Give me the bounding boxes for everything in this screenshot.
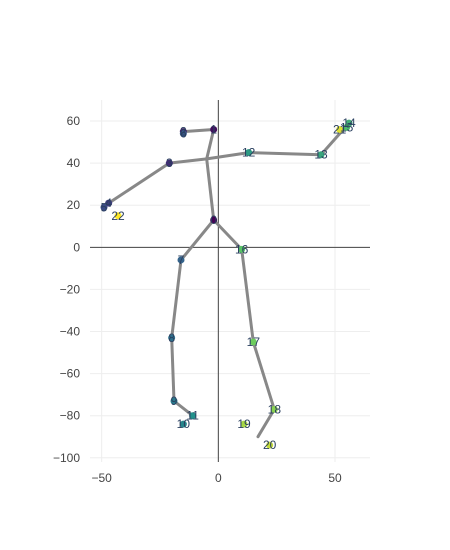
point-label: 5 [101, 200, 108, 214]
x-tick-label: 0 [215, 471, 222, 485]
skeleton-lines [107, 121, 351, 439]
data-point [177, 256, 185, 264]
point-label: 13 [314, 148, 328, 162]
x-tick-label: 50 [328, 471, 342, 485]
skeleton-segment [181, 128, 216, 222]
data-point [240, 420, 248, 428]
y-tick-label: 20 [67, 198, 81, 212]
point-label: 6 [180, 127, 187, 141]
data-point [238, 245, 246, 253]
y-tick-label: 0 [73, 240, 80, 254]
data-point [179, 130, 187, 138]
point-label: 8 [168, 331, 175, 345]
point-label: 11 [186, 409, 199, 423]
data-point [100, 203, 108, 211]
point-label: 1 [210, 122, 217, 136]
point-label: 4 [105, 196, 112, 210]
skeleton-segment [170, 218, 216, 418]
data-point [105, 199, 113, 207]
y-tick-label: −60 [60, 367, 81, 381]
point-label: 0 [210, 213, 217, 227]
y-tick-label: −80 [60, 409, 81, 423]
data-point [165, 159, 173, 167]
y-tick-label: −100 [53, 451, 80, 465]
data-point [114, 212, 122, 220]
point-label: 20 [263, 438, 277, 452]
data-point [170, 397, 178, 405]
data-point [245, 149, 253, 157]
point-label: 22 [111, 209, 125, 223]
data-point [168, 334, 176, 342]
skeleton-segment [107, 157, 209, 205]
point-label: 21 [333, 122, 347, 136]
point-label: 15 [340, 120, 354, 134]
data-point [317, 151, 325, 159]
data-point [343, 123, 351, 131]
point-label: 14 [342, 116, 356, 130]
skeleton-segment [205, 121, 351, 161]
y-tick-label: 40 [67, 156, 81, 170]
point-label: 7 [178, 253, 185, 267]
point-label: 3 [166, 156, 173, 170]
y-tick-label: −40 [60, 325, 81, 339]
data-point [210, 125, 218, 133]
data-point [270, 405, 278, 413]
y-tick-label: 60 [67, 114, 81, 128]
point-label: 9 [171, 394, 178, 408]
x-tick-label: −50 [91, 471, 112, 485]
data-point [336, 125, 344, 133]
point-label: 19 [237, 417, 251, 431]
point-label: 10 [177, 417, 191, 431]
point-label: 2 [180, 125, 187, 139]
data-point [179, 420, 187, 428]
data-point [189, 412, 197, 420]
point-label: 16 [235, 242, 249, 256]
point-label: 18 [268, 402, 282, 416]
data-point [266, 441, 274, 449]
point-label: 17 [247, 335, 261, 349]
data-point [210, 216, 218, 224]
data-point [249, 338, 257, 346]
data-points [100, 119, 353, 449]
point-label: 12 [242, 146, 256, 160]
y-tick-label: −20 [60, 282, 81, 296]
axes [90, 100, 370, 462]
